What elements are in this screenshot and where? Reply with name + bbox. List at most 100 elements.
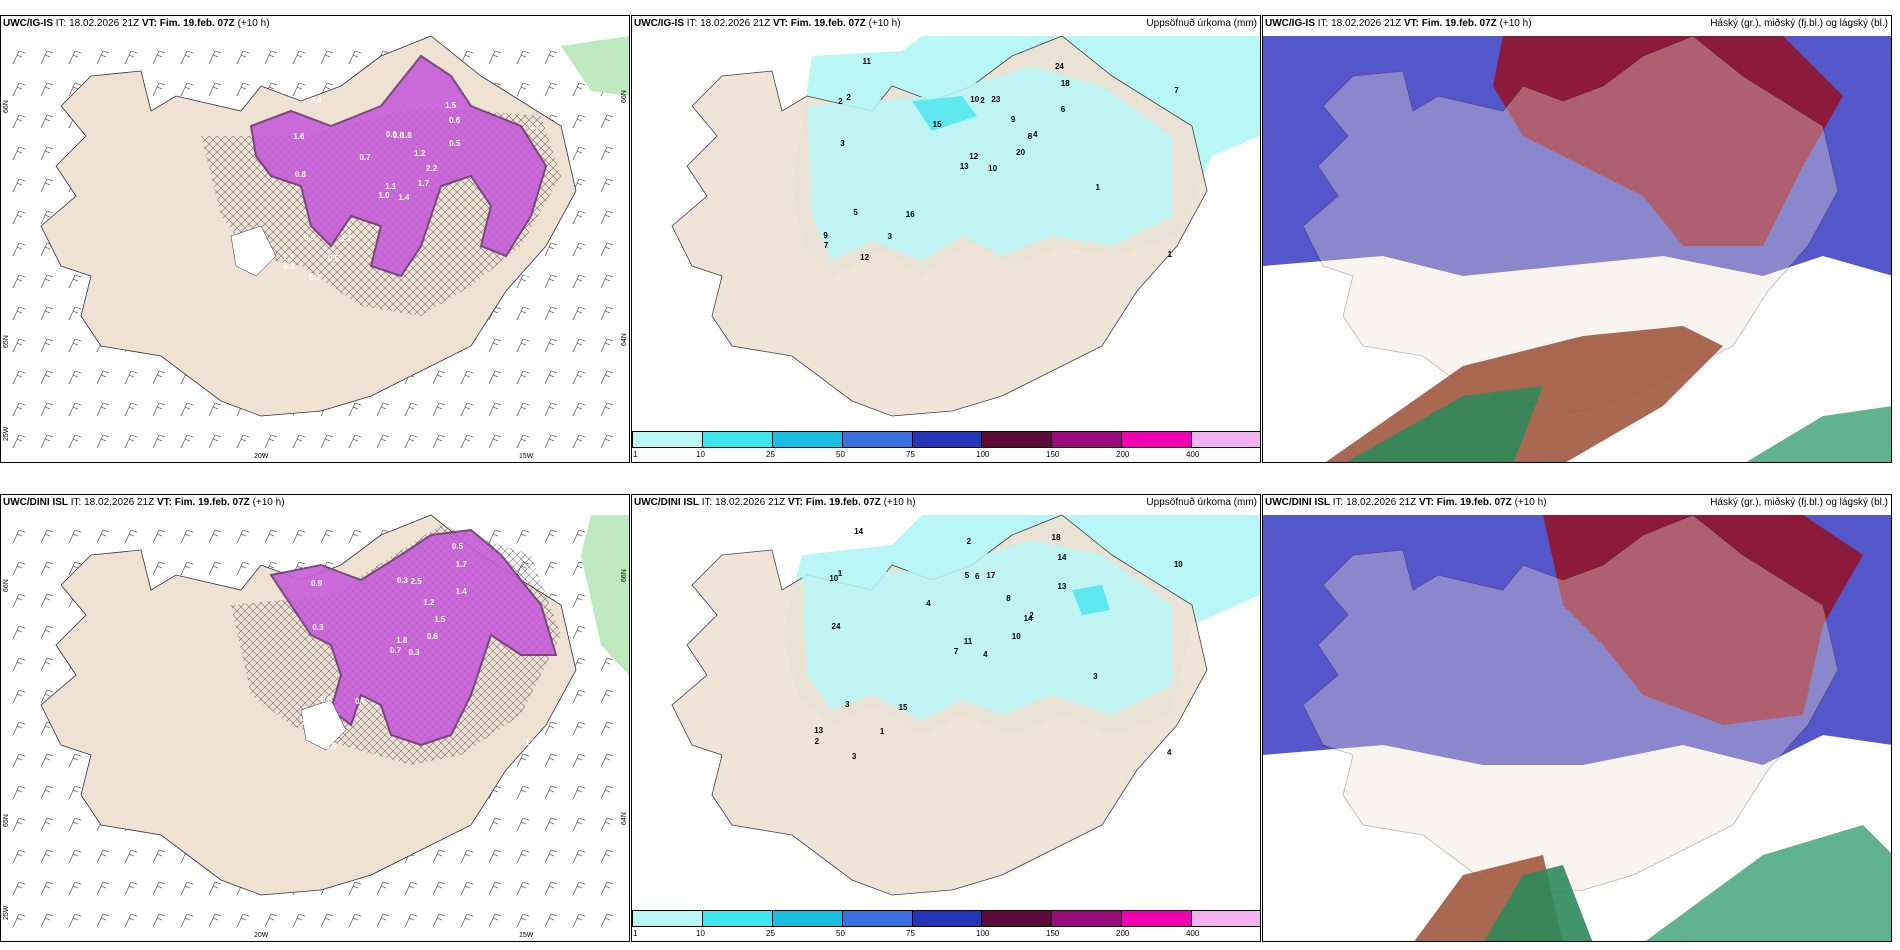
wind-barb bbox=[544, 753, 558, 768]
wind-barb bbox=[68, 913, 82, 928]
wind-barb bbox=[180, 913, 194, 928]
wind-barb bbox=[124, 370, 138, 385]
colorbar-swatch bbox=[702, 911, 773, 926]
colorbar-tick: 150 bbox=[1046, 929, 1060, 938]
wind-barb bbox=[600, 689, 614, 704]
map-value-label: 0.5 bbox=[451, 541, 464, 551]
panel-title: UWC/DINI ISL IT: 18.02.2026 21Z VT: Fim.… bbox=[1265, 497, 1547, 508]
wind-barb bbox=[12, 370, 26, 385]
wind-barb bbox=[68, 785, 82, 800]
wind-barb bbox=[600, 370, 614, 385]
map-value-label: 4 bbox=[1033, 130, 1038, 140]
map-value-label: 0.7 bbox=[359, 152, 371, 162]
wind-barb bbox=[460, 402, 474, 417]
map-value-label: 0.6 bbox=[392, 130, 404, 140]
map-value-label: 0.6 bbox=[385, 130, 397, 140]
map-value-label: 2.0 bbox=[301, 718, 313, 728]
wind-barb bbox=[264, 434, 278, 449]
wind-barb bbox=[348, 50, 362, 65]
wind-barb bbox=[320, 529, 334, 544]
wind-barb bbox=[572, 274, 586, 289]
wind-barb bbox=[572, 881, 586, 896]
wind-barb bbox=[12, 849, 26, 864]
wind-barb bbox=[600, 881, 614, 896]
wind-barb bbox=[236, 913, 250, 928]
wind-barb bbox=[208, 529, 222, 544]
wind-barb bbox=[572, 402, 586, 417]
wind-barb bbox=[516, 402, 530, 417]
map-value-label: 17 bbox=[986, 571, 996, 581]
map-value-label: 8 bbox=[1027, 132, 1033, 142]
map-value-label: 0.8 bbox=[320, 695, 333, 705]
wind-barb bbox=[12, 274, 26, 289]
precip-overlay bbox=[807, 66, 1172, 261]
colorbar-swatch bbox=[633, 432, 703, 447]
wind-barb bbox=[516, 785, 530, 800]
wind-barb bbox=[432, 434, 446, 449]
wind-barb bbox=[544, 721, 558, 736]
wind-barb bbox=[40, 370, 54, 385]
wind-barb bbox=[460, 913, 474, 928]
lon-label: 20W bbox=[254, 932, 269, 939]
wind-barb bbox=[544, 785, 558, 800]
wind-barb bbox=[600, 753, 614, 768]
panel-title: UWC/IG-IS IT: 18.02.2026 21Z VT: Fim. 19… bbox=[634, 18, 901, 29]
wind-barb bbox=[208, 561, 222, 576]
wind-barb bbox=[180, 561, 194, 576]
wind-snow-panel-1: UWC/IG-IS IT: 18.02.2026 21Z VT: Fim. 19… bbox=[0, 15, 630, 463]
wind-barb bbox=[12, 306, 26, 321]
wind-barb bbox=[320, 913, 334, 928]
lat-label: 66N bbox=[621, 569, 628, 582]
map-value-label: 14 bbox=[1023, 613, 1033, 623]
colorbar-swatch bbox=[1192, 911, 1260, 926]
wind-barb bbox=[460, 370, 474, 385]
wind-barb bbox=[40, 625, 54, 640]
colorbar-tick: 75 bbox=[906, 929, 915, 938]
lat-label: 66N bbox=[3, 579, 10, 592]
wind-barb bbox=[180, 881, 194, 896]
panel-title: UWC/DINI ISL IT: 18.02.2026 21Z VT: Fim.… bbox=[634, 497, 916, 508]
map-value-label: 0.6 bbox=[449, 116, 461, 126]
lat-label: 66N bbox=[3, 100, 10, 113]
wind-barb bbox=[40, 817, 54, 832]
panel-title: UWC/IG-IS IT: 18.02.2026 21Z VT: Fim. 19… bbox=[1265, 18, 1532, 29]
wind-barb bbox=[124, 849, 138, 864]
wind-barb bbox=[12, 82, 26, 97]
wind-barb bbox=[96, 402, 110, 417]
wind-barb bbox=[516, 753, 530, 768]
map-value-label: 0.6 bbox=[354, 696, 367, 706]
map-value-label: 0.3 bbox=[312, 622, 324, 632]
wind-barb bbox=[544, 529, 558, 544]
map-value-label: 7 bbox=[823, 240, 829, 250]
wind-barb bbox=[516, 529, 530, 544]
wind-barb bbox=[544, 82, 558, 97]
map-value-label: 1.7 bbox=[455, 559, 467, 569]
wind-barb bbox=[68, 82, 82, 97]
map-value-label: 1.8 bbox=[400, 130, 412, 140]
cloud-panel-2: UWC/DINI ISL IT: 18.02.2026 21Z VT: Fim.… bbox=[1262, 494, 1892, 942]
wind-barb bbox=[600, 402, 614, 417]
wind-barb bbox=[600, 146, 614, 161]
colorbar-tick: 25 bbox=[766, 929, 775, 938]
map-value-label: 1 bbox=[1167, 249, 1173, 259]
map-value-label: 1.5 bbox=[434, 615, 446, 625]
wind-barb bbox=[572, 817, 586, 832]
wind-barb bbox=[68, 561, 82, 576]
map-value-label: 20 bbox=[1016, 148, 1026, 158]
map-value-label: 2 bbox=[966, 536, 972, 546]
wind-barb bbox=[600, 913, 614, 928]
wind-barb bbox=[600, 849, 614, 864]
wind-barb bbox=[40, 178, 54, 193]
wind-barb bbox=[600, 338, 614, 353]
map-value-label: 7 bbox=[1174, 85, 1179, 95]
wind-barb bbox=[544, 913, 558, 928]
wind-barb bbox=[572, 913, 586, 928]
wind-barb bbox=[376, 881, 390, 896]
map-value-label: 1.4 bbox=[398, 192, 410, 202]
map-value-label: 0.9 bbox=[523, 270, 536, 280]
wind-barb bbox=[516, 434, 530, 449]
wind-barb bbox=[96, 529, 110, 544]
wind-barb bbox=[320, 434, 334, 449]
map-value-label: 0.3 bbox=[283, 261, 295, 271]
wind-barb bbox=[180, 529, 194, 544]
